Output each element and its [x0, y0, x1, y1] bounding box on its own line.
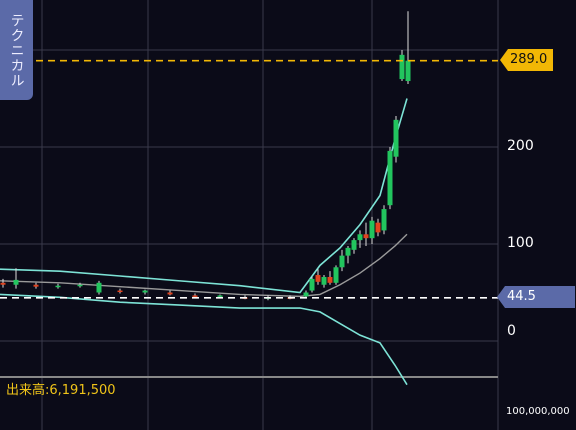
candle-body-14 — [303, 292, 309, 297]
candle-body-25 — [369, 220, 375, 239]
candle-body-20 — [339, 255, 345, 268]
candle-body-26 — [375, 222, 381, 233]
candle-body-15 — [309, 278, 315, 291]
candle-body-0 — [0, 282, 6, 285]
y-tick-100: 100 — [507, 235, 534, 251]
candle-body-23 — [357, 234, 363, 241]
candle-body-10 — [217, 295, 223, 297]
candle-body-28 — [387, 150, 393, 206]
candle-body-3 — [55, 285, 61, 288]
volume-label: 出来高:6,191,500 — [6, 383, 116, 398]
reference-price-tag: 44.5 — [497, 286, 575, 308]
candle-body-7 — [142, 290, 148, 293]
candle-body-2 — [33, 284, 39, 287]
candle-body-21 — [345, 247, 351, 256]
candle-body-18 — [327, 276, 333, 283]
bollinger-lower-line — [0, 293, 408, 386]
candle-body-24 — [363, 234, 369, 239]
candle-body-1 — [13, 279, 19, 285]
candle-body-30 — [399, 54, 405, 80]
candle-body-4 — [77, 284, 83, 287]
technical-tab[interactable]: テクニカル — [0, 0, 33, 100]
candle-body-6 — [117, 290, 123, 293]
technical-tab-label: テクニカル — [8, 12, 25, 88]
candle-body-8 — [167, 292, 173, 295]
candle-body-5 — [96, 282, 102, 293]
candle-body-22 — [351, 240, 357, 250]
y-tick-0: 0 — [507, 323, 516, 339]
y-tick-200: 200 — [507, 138, 534, 154]
candle-body-19 — [333, 267, 339, 283]
candle-body-17 — [321, 276, 327, 285]
candle-body-16 — [315, 275, 321, 282]
volume-axis-label: 100,000,000 — [506, 406, 570, 417]
candle-body-31 — [405, 60, 411, 82]
candle-body-27 — [381, 209, 387, 231]
candle-body-29 — [393, 119, 399, 157]
current-price-tag: 289.0 — [500, 49, 554, 71]
candle-body-9 — [192, 295, 198, 297]
moving-average-line — [0, 233, 408, 298]
bollinger-upper-line — [0, 98, 408, 294]
